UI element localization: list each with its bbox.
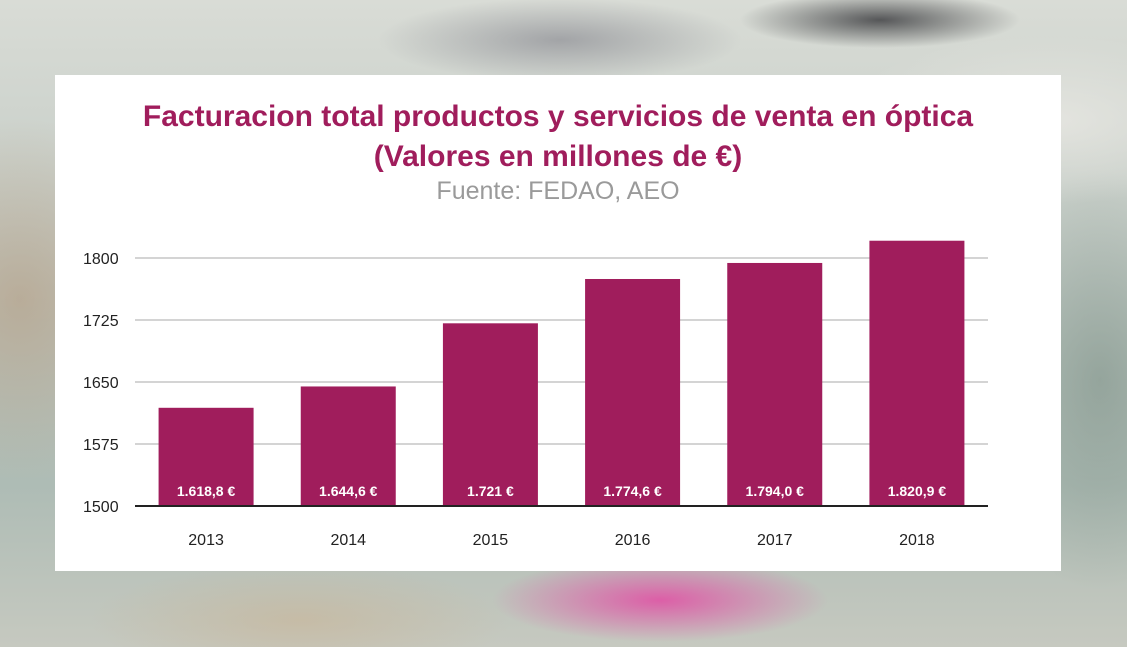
x-axis-ticks: 2013 2014 2015 2016 2017 2018 xyxy=(188,532,935,549)
y-tick-label: 1800 xyxy=(83,251,119,268)
bar-value-label: 1.794,0 € xyxy=(746,483,805,499)
x-tick-label: 2018 xyxy=(899,532,935,549)
bars: 1.618,8 € 1.644,6 € 1.721 € 1.774,6 € 1.794,… xyxy=(158,240,965,507)
bar-value-label: 1.721 € xyxy=(467,483,514,499)
bar-2013 xyxy=(158,407,254,506)
bar-value-label: 1.820,9 € xyxy=(888,483,947,499)
bar-2017 xyxy=(727,262,823,506)
chart-card: Facturacion total productos y servicios … xyxy=(55,75,1061,571)
chart-title-units: (Valores en millones de €) xyxy=(373,140,743,173)
y-tick-label: 1725 xyxy=(83,313,119,330)
y-tick-label: 1575 xyxy=(83,437,119,454)
x-tick-label: 2014 xyxy=(330,532,366,549)
grid-lines xyxy=(135,257,988,445)
bar-2014 xyxy=(300,386,396,506)
chart-title: Facturacion total productos y servicios … xyxy=(142,100,974,133)
y-axis-ticks: 1500 1575 1650 1725 1800 xyxy=(83,251,119,516)
bar-value-label: 1.774,6 € xyxy=(603,483,662,499)
x-tick-label: 2013 xyxy=(188,532,224,549)
chart-source: Fuente: FEDAO, AEO xyxy=(436,177,680,205)
bar-2015 xyxy=(442,323,538,506)
bar-2018 xyxy=(869,240,965,507)
bar-2016 xyxy=(585,278,681,506)
x-tick-label: 2016 xyxy=(615,532,651,549)
bar-value-label: 1.644,6 € xyxy=(319,483,378,499)
bar-value-label: 1.618,8 € xyxy=(177,483,236,499)
y-tick-label: 1650 xyxy=(83,375,119,392)
x-tick-label: 2015 xyxy=(473,532,509,549)
x-tick-label: 2017 xyxy=(757,532,793,549)
y-tick-label: 1500 xyxy=(83,499,119,516)
